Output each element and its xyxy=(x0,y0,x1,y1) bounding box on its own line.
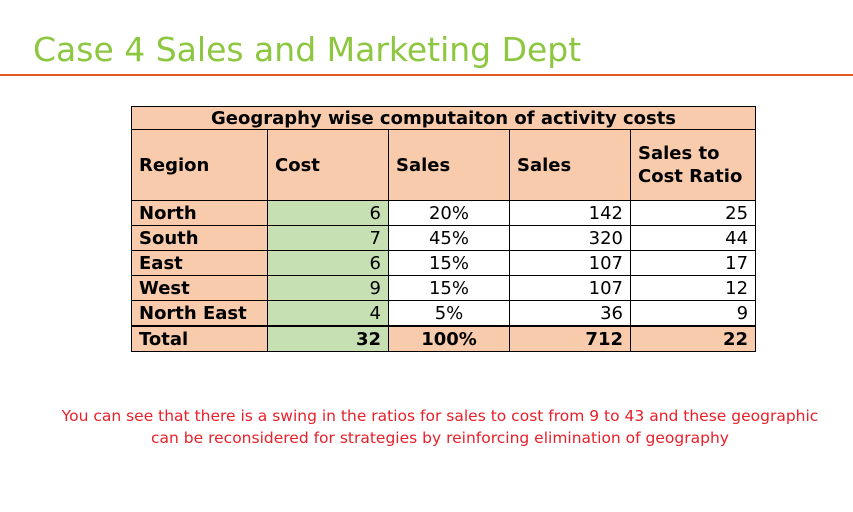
header-sales-to-cost-ratio: Sales to Cost Ratio xyxy=(629,129,757,201)
activity-cost-table: Geography wise computaiton of activity c… xyxy=(130,106,757,352)
table-row: North East 4 5% 36 9 xyxy=(131,300,757,327)
sales-cell: 36 xyxy=(509,300,631,327)
ratio-cell: 25 xyxy=(629,200,757,226)
sales-share-cell: 45% xyxy=(388,225,510,251)
header-cost: Cost xyxy=(267,129,389,201)
sales-share-cell: 15% xyxy=(388,250,510,276)
ratio-cell: 44 xyxy=(629,225,757,251)
table-row: West 9 15% 107 12 xyxy=(131,275,757,301)
table-row: North 6 20% 142 25 xyxy=(131,200,757,226)
sales-share-cell: 15% xyxy=(388,275,510,301)
total-ratio-cell: 22 xyxy=(629,325,757,352)
region-cell: South xyxy=(131,225,268,251)
total-sales-cell: 712 xyxy=(509,325,631,352)
region-cell: East xyxy=(131,250,268,276)
region-cell: West xyxy=(131,275,268,301)
total-cost-cell: 32 xyxy=(267,325,389,352)
table-caption: Geography wise computaiton of activity c… xyxy=(130,106,757,130)
header-region: Region xyxy=(131,129,268,201)
region-cell: North East xyxy=(131,300,268,327)
sales-cell: 320 xyxy=(509,225,631,251)
analysis-note: You can see that there is a swing in the… xyxy=(61,407,819,447)
cost-cell: 7 xyxy=(267,225,389,251)
ratio-cell: 12 xyxy=(629,275,757,301)
cost-cell: 6 xyxy=(267,200,389,226)
header-sales: Sales xyxy=(509,129,631,201)
title-underline xyxy=(0,74,853,76)
region-cell: North xyxy=(131,200,268,226)
total-sales-share-cell: 100% xyxy=(388,325,510,352)
sales-share-cell: 5% xyxy=(388,300,510,327)
cost-cell: 4 xyxy=(267,300,389,327)
sales-cell: 142 xyxy=(509,200,631,226)
sales-cell: 107 xyxy=(509,275,631,301)
slide-title: Case 4 Sales and Marketing Dept xyxy=(33,30,582,69)
table-row: East 6 15% 107 17 xyxy=(131,250,757,276)
cost-cell: 9 xyxy=(267,275,389,301)
header-sales-share: Sales xyxy=(388,129,510,201)
ratio-cell: 17 xyxy=(629,250,757,276)
table-row: South 7 45% 320 44 xyxy=(131,225,757,251)
sales-cell: 107 xyxy=(509,250,631,276)
total-label-cell: Total xyxy=(131,325,268,352)
ratio-cell: 9 xyxy=(629,300,757,327)
table-total-row: Total 32 100% 712 22 xyxy=(131,325,757,352)
sales-share-cell: 20% xyxy=(388,200,510,226)
table-header-row: Region Cost Sales Sales Sales to Cost Ra… xyxy=(131,129,757,201)
cost-cell: 6 xyxy=(267,250,389,276)
